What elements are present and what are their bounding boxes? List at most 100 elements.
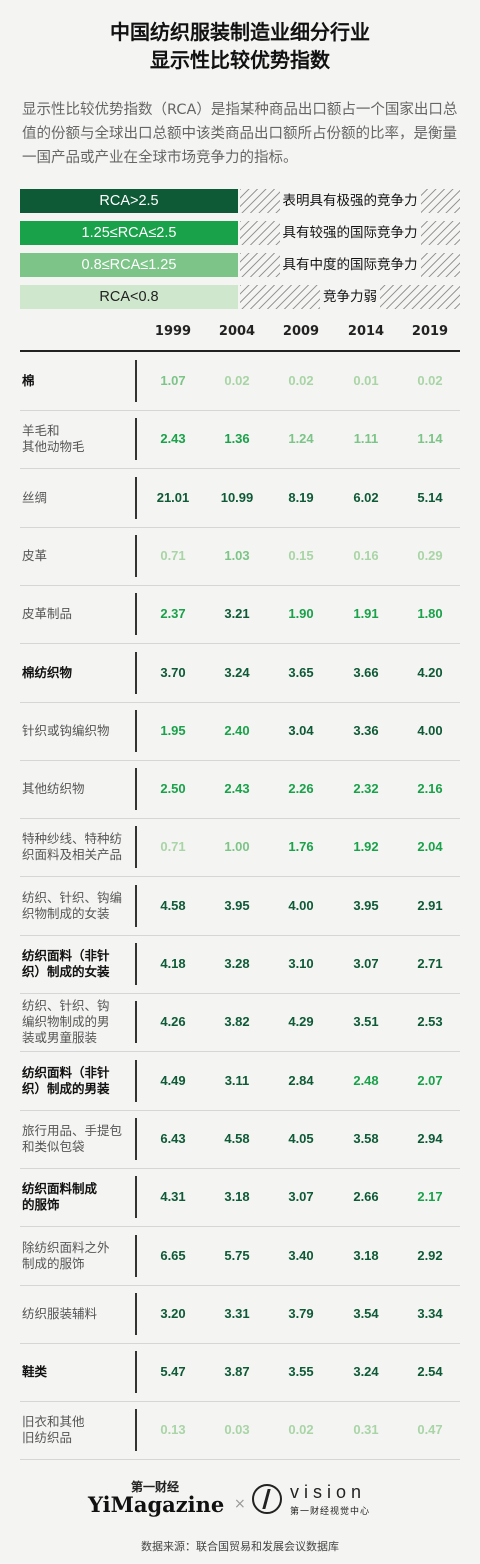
legend-meaning-box: 表明具有极强的竞争力 — [240, 189, 460, 213]
row-divider — [135, 1117, 137, 1160]
row-label: 纺织面料制成 的服饰 — [22, 1168, 130, 1226]
yimagazine-logo: YiMagazine — [88, 1492, 225, 1517]
value-cell: 3.54 — [353, 1305, 379, 1321]
vision-logo-icon — [252, 1484, 282, 1514]
value-cell: 1.95 — [160, 722, 186, 738]
footer-logos: 第一财经 YiMagazine × vision 第一财经视觉中心 — [0, 1478, 480, 1528]
row-label: 皮革制品 — [22, 585, 130, 643]
value-cell: 0.13 — [160, 1422, 186, 1438]
row-label: 纺织面料（非针 织）制成的男装 — [22, 1052, 130, 1110]
table-row: 其他纺织物 2.50 2.43 2.26 2.32 2.16 — [20, 760, 460, 820]
value-cell: 6.02 — [353, 489, 379, 505]
row-label: 其他纺织物 — [22, 760, 130, 818]
value-cell: 3.58 — [353, 1130, 379, 1146]
legend-range: RCA<0.8 — [20, 285, 238, 309]
value-cell: 2.92 — [417, 1247, 443, 1263]
value-cell: 2.43 — [224, 781, 250, 797]
table-row: 纺织、针织、钩编 织物制成的女装 4.58 3.95 4.00 3.95 2.91 — [20, 877, 460, 936]
value-cell: 0.01 — [353, 373, 379, 388]
row-label: 棉纺织物 — [22, 644, 130, 702]
table-row: 纺织服装辅料 3.20 3.31 3.79 3.54 3.34 — [20, 1285, 460, 1344]
value-cell: 3.10 — [288, 956, 314, 971]
row-divider — [135, 1001, 137, 1044]
table-row: 羊毛和 其他动物毛 2.43 1.36 1.24 1.11 1.14 — [20, 410, 460, 470]
value-cell: 4.31 — [160, 1189, 186, 1205]
value-cell: 3.66 — [353, 664, 379, 680]
row-label: 针织或钩编织物 — [22, 702, 130, 760]
value-cell: 0.03 — [224, 1422, 250, 1438]
table-row: 针织或钩编织物 1.95 2.40 3.04 3.36 4.00 — [20, 702, 460, 761]
legend-meaning: 表明具有极强的竞争力 — [279, 189, 421, 213]
column-header-year: 1999 — [154, 324, 192, 339]
legend-meaning-box: 具有较强的国际竞争力 — [240, 221, 460, 245]
value-cell: 2.16 — [417, 781, 443, 797]
value-cell: 8.19 — [288, 489, 314, 505]
row-label: 旅行用品、手提包 和类似包袋 — [22, 1110, 130, 1168]
value-cell: 2.84 — [288, 1072, 314, 1088]
row-label-text: 除纺织面料之外 制成的服饰 — [22, 1239, 110, 1271]
value-cell: 10.99 — [220, 489, 254, 505]
row-divider — [135, 593, 137, 636]
value-cell: 3.70 — [160, 664, 186, 680]
table-row: 纺织面料制成 的服饰 4.31 3.18 3.07 2.66 2.17 — [20, 1168, 460, 1228]
row-divider — [135, 884, 137, 927]
row-label-text: 针织或钩编织物 — [22, 722, 110, 738]
row-divider — [135, 1176, 137, 1219]
value-cell: 6.65 — [160, 1247, 186, 1263]
description: 显示性比较优势指数（RCA）是指某种商品出口额占一个国家出口总值的份额与全球出口… — [22, 102, 458, 166]
row-label-text: 纺织面料（非针 织）制成的女装 — [22, 948, 110, 979]
value-cell: 3.04 — [288, 722, 314, 738]
row-label: 旧衣和其他 旧纺织品 — [22, 1401, 130, 1459]
row-divider — [135, 768, 137, 811]
table-row: 纺织面料（非针 织）制成的男装 4.49 3.11 2.84 2.48 2.07 — [20, 1052, 460, 1111]
value-cell: 5.47 — [160, 1364, 186, 1380]
row-label-text: 旅行用品、手提包 和类似包袋 — [22, 1122, 123, 1154]
value-cell: 6.43 — [160, 1130, 186, 1146]
table-row: 皮革 0.71 1.03 0.15 0.16 0.29 — [20, 527, 460, 586]
row-label-text: 其他纺织物 — [22, 781, 85, 797]
legend-range: 0.8≤RCA≤1.25 — [20, 253, 238, 277]
row-label-text: 特种纱线、特种纺 织面料及相关产品 — [22, 831, 123, 863]
value-cell: 3.18 — [224, 1189, 250, 1205]
value-cell: 4.26 — [160, 1014, 186, 1030]
row-label-text: 纺织面料制成 的服饰 — [22, 1181, 98, 1213]
value-cell: 2.04 — [417, 839, 443, 855]
legend-meaning: 竞争力弱 — [320, 285, 380, 309]
table-row: 特种纱线、特种纺 织面料及相关产品 0.71 1.00 1.76 1.92 2.04 — [20, 818, 460, 878]
row-divider — [135, 418, 137, 461]
row-label-text: 旧衣和其他 旧纺织品 — [22, 1414, 85, 1446]
value-cell: 2.66 — [353, 1189, 379, 1205]
value-cell: 3.07 — [288, 1189, 314, 1205]
value-cell: 21.01 — [156, 489, 190, 505]
value-cell: 3.24 — [224, 664, 250, 680]
value-cell: 0.02 — [417, 373, 443, 388]
value-cell: 2.26 — [288, 781, 314, 797]
value-cell: 3.51 — [353, 1014, 379, 1030]
value-cell: 3.95 — [224, 897, 250, 913]
value-cell: 0.02 — [224, 373, 250, 388]
row-label-text: 纺织、针织、钩 编织物制成的男 装或男童服装 — [22, 998, 110, 1046]
value-cell: 1.11 — [353, 431, 379, 447]
row-divider — [135, 360, 137, 402]
row-divider — [135, 476, 137, 519]
value-cell: 2.53 — [417, 1014, 443, 1030]
value-cell: 4.00 — [417, 722, 443, 738]
value-cell: 3.34 — [417, 1305, 443, 1321]
table-row: 纺织、针织、钩 编织物制成的男 装或男童服装 4.26 3.82 4.29 3.51 2.… — [20, 993, 460, 1053]
value-cell: 2.40 — [224, 722, 250, 738]
value-cell: 0.15 — [288, 547, 314, 563]
value-cell: 1.91 — [353, 606, 379, 622]
legend-item: 0.8≤RCA≤1.25 具有中度的国际竞争力 — [20, 253, 460, 277]
logo-separator: × — [234, 1496, 246, 1512]
row-label: 棉 — [22, 352, 130, 410]
row-label-text: 丝绸 — [22, 489, 48, 505]
legend-meaning: 具有较强的国际竞争力 — [279, 221, 421, 245]
value-cell: 3.87 — [224, 1364, 250, 1380]
value-cell: 5.75 — [224, 1247, 250, 1263]
title-line-2: 显示性比较优势指数 — [150, 48, 330, 72]
table-row: 纺织面料（非针 织）制成的女装 4.18 3.28 3.10 3.07 2.71 — [20, 935, 460, 994]
row-label-text: 皮革 — [22, 547, 48, 563]
row-divider — [135, 534, 137, 577]
row-label-text: 皮革制品 — [22, 606, 73, 622]
value-cell: 4.00 — [288, 897, 314, 913]
